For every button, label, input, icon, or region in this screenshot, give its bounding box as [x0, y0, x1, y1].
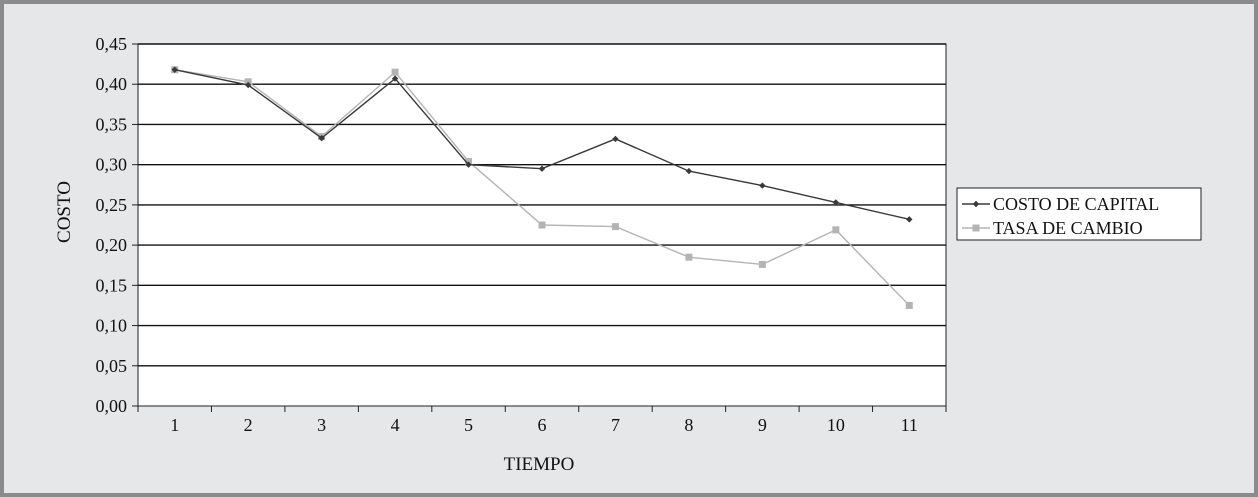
data-point: [318, 134, 325, 142]
data-point: [538, 221, 546, 229]
x-axis-title: TIEMPO: [504, 454, 575, 475]
y-tick-label: 0,15: [96, 275, 128, 295]
y-tick-label: 0,20: [96, 235, 128, 255]
data-point: [759, 182, 766, 189]
x-tick-label: 3: [317, 415, 326, 435]
legend-marker: [972, 224, 980, 232]
y-tick-label: 0,00: [96, 396, 128, 416]
legend: COSTO DE CAPITAL TASA DE CAMBIO: [956, 187, 1202, 241]
legend-label: TASA DE CAMBIO: [993, 218, 1143, 238]
data-point: [538, 165, 546, 172]
x-tick-label: 9: [758, 415, 767, 435]
y-tick-label: 0,05: [96, 356, 128, 376]
data-point: [391, 75, 399, 82]
y-tick-label: 0,10: [96, 316, 128, 336]
x-tick-label: 2: [244, 415, 253, 435]
data-point: [832, 226, 840, 234]
x-tick-label: 10: [827, 415, 845, 435]
data-point: [758, 260, 766, 268]
x-axis-ticks: 1 2 3 4 5 6 7 8 9 10 11: [137, 406, 947, 435]
data-point: [612, 135, 619, 143]
x-tick-label: 5: [464, 415, 473, 435]
data-point: [244, 81, 252, 89]
y-tick-label: 0,25: [96, 195, 128, 215]
y-tick-label: 0,40: [96, 74, 128, 94]
y-tick-label: 0,45: [96, 34, 128, 54]
x-tick-label: 6: [538, 415, 547, 435]
series-layer: [171, 66, 913, 309]
y-tick-label: 0,30: [96, 155, 128, 175]
data-point: [391, 68, 399, 76]
data-point: [611, 223, 619, 231]
series-0: [171, 66, 913, 223]
data-point: [685, 253, 693, 261]
legend-marker: [972, 200, 980, 208]
gridlines: [138, 43, 946, 367]
data-point: [465, 161, 472, 168]
x-tick-label: 11: [901, 415, 918, 435]
data-point: [244, 78, 252, 86]
legend-box: [956, 187, 1202, 241]
data-point: [685, 167, 693, 175]
y-axis-title: COSTO: [54, 181, 75, 243]
x-tick-label: 4: [391, 415, 400, 435]
data-point: [905, 301, 913, 309]
data-point: [832, 199, 840, 206]
x-tick-label: 1: [170, 415, 179, 435]
y-axis-ticks: 0,00 0,05 0,10 0,15 0,20 0,25 0,30 0,35 0,40 0,45: [96, 34, 138, 416]
x-tick-label: 8: [684, 415, 693, 435]
legend-label: COSTO DE CAPITAL: [993, 194, 1159, 214]
data-point: [906, 216, 913, 223]
data-point: [465, 157, 473, 165]
x-tick-label: 7: [611, 415, 620, 435]
y-tick-label: 0,35: [96, 114, 128, 134]
data-point: [171, 66, 178, 73]
